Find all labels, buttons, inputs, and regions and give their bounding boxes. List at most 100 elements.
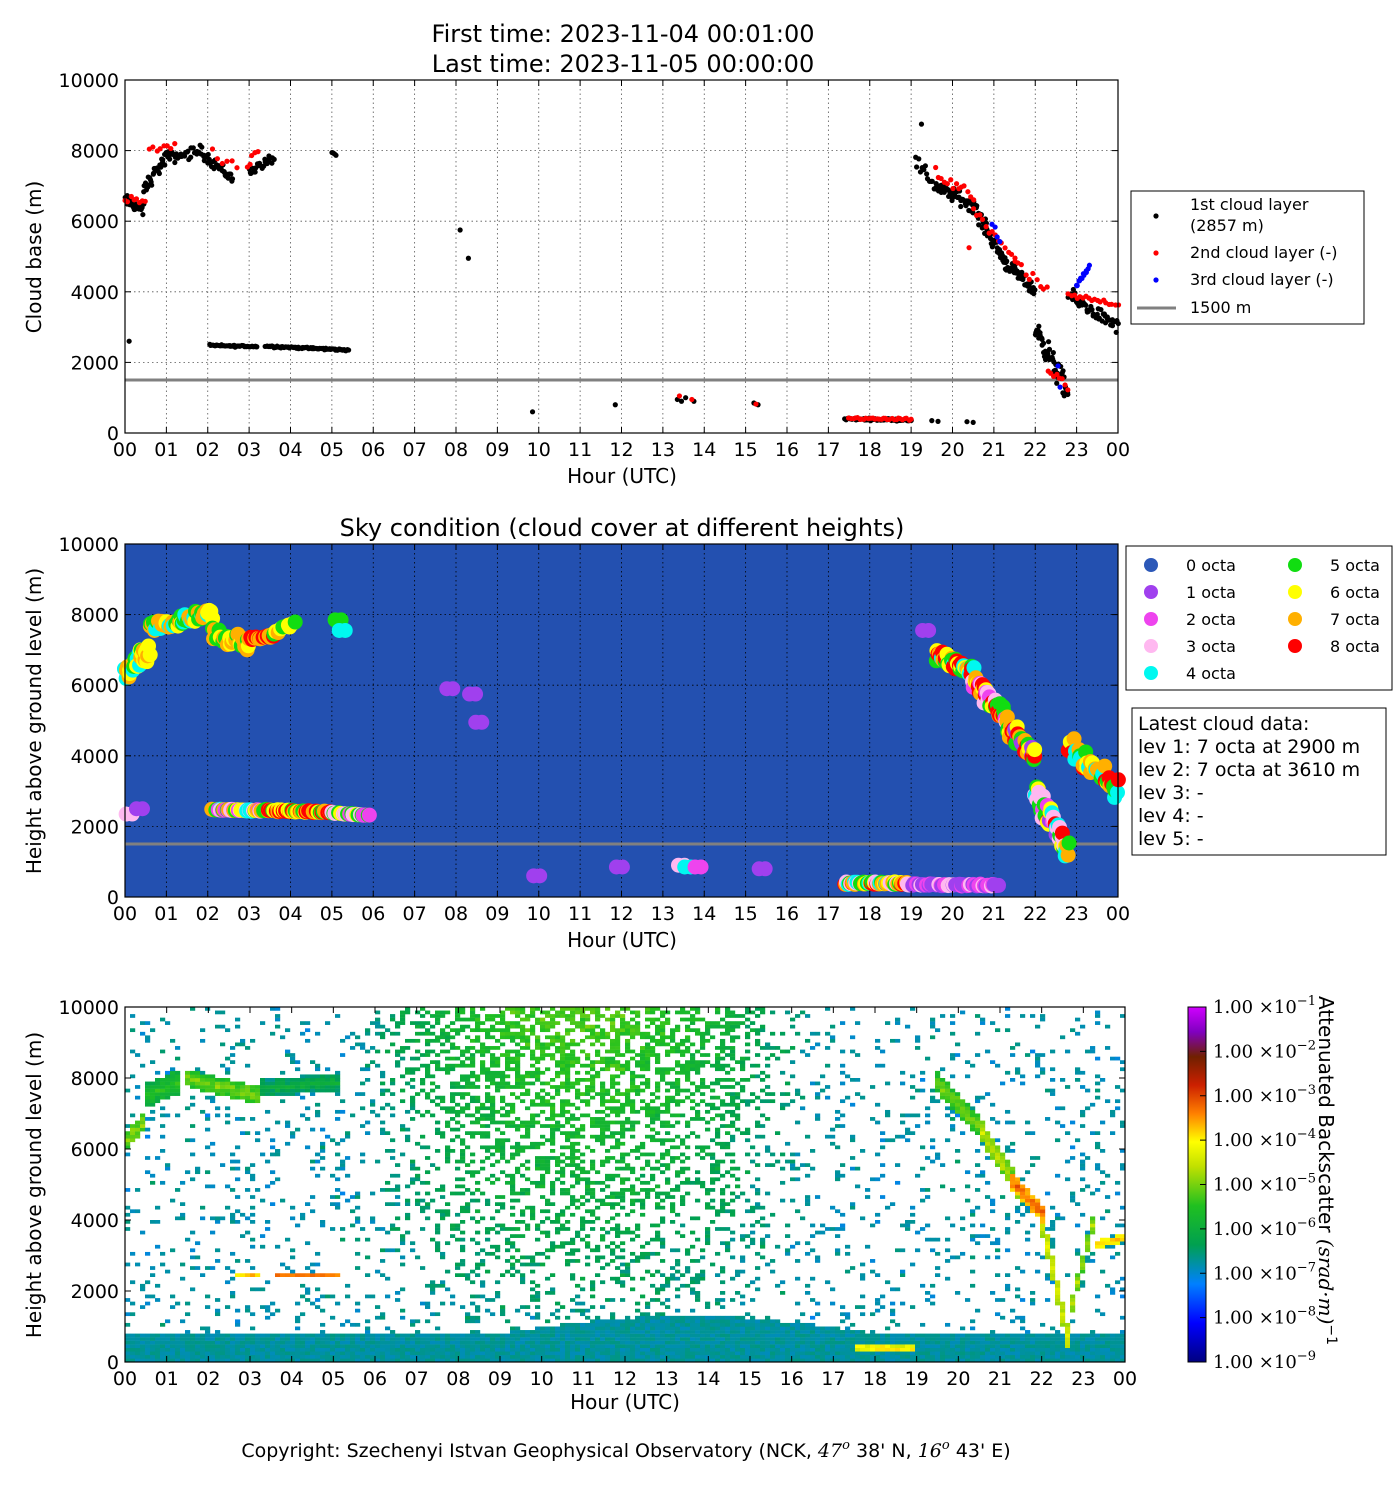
backscatter-cell	[555, 1074, 561, 1079]
backscatter-cell	[635, 1337, 641, 1341]
backscatter-cell	[235, 1347, 241, 1352]
backscatter-cell	[230, 1212, 236, 1217]
backscatter-cell	[490, 1106, 496, 1111]
backscatter-cell	[200, 1333, 206, 1338]
backscatter-cell	[535, 1337, 541, 1341]
backscatter-cell	[365, 1078, 371, 1082]
octa-legend-label: 5 octa	[1330, 556, 1380, 575]
backscatter-cell	[450, 1028, 456, 1033]
backscatter-cell	[500, 1205, 506, 1210]
backscatter-cell	[580, 1007, 586, 1011]
x-tick-label: 21	[982, 439, 1006, 461]
backscatter-cell	[565, 1067, 571, 1072]
backscatter-cell	[630, 1237, 636, 1242]
backscatter-cell	[305, 1333, 311, 1338]
backscatter-cell	[205, 1184, 211, 1189]
backscatter-cell	[265, 1184, 271, 1189]
backscatter-cell	[515, 1152, 521, 1157]
backscatter-cell	[620, 1198, 626, 1203]
backscatter-cell	[380, 1127, 386, 1132]
first-layer-point	[172, 159, 178, 166]
backscatter-cell	[545, 1291, 551, 1295]
backscatter-cell	[395, 1202, 401, 1206]
backscatter-cell	[425, 1031, 431, 1036]
backscatter-cell	[305, 1354, 311, 1359]
backscatter-cell	[220, 1216, 226, 1221]
backscatter-cell	[330, 1085, 336, 1089]
backscatter-cell	[320, 1308, 326, 1313]
backscatter-cell	[310, 1354, 316, 1359]
backscatter-cell	[550, 1117, 556, 1121]
backscatter-cell	[270, 1340, 276, 1345]
backscatter-cell	[540, 1017, 546, 1022]
backscatter-cell	[500, 1028, 506, 1033]
backscatter-cell	[525, 1262, 531, 1267]
backscatter-cell	[460, 1028, 466, 1033]
latest-title: Latest cloud data:	[1138, 713, 1309, 735]
backscatter-cell	[475, 1351, 481, 1356]
backscatter-cell	[410, 1340, 416, 1345]
backscatter-cell	[580, 1223, 586, 1228]
backscatter-cell	[635, 1223, 641, 1228]
backscatter-cell	[645, 1255, 651, 1260]
backscatter-cell	[515, 1124, 521, 1128]
backscatter-cell	[195, 1255, 201, 1260]
backscatter-cell	[150, 1081, 156, 1086]
backscatter-cell	[615, 1234, 621, 1238]
backscatter-cell	[610, 1202, 616, 1206]
octa-legend-marker	[1144, 558, 1158, 572]
backscatter-cell	[610, 1259, 616, 1263]
backscatter-cell	[245, 1358, 251, 1363]
backscatter-cell	[630, 1124, 636, 1128]
backscatter-cell	[495, 1291, 501, 1295]
sky-condition-x-label: Hour (UTC)	[567, 928, 677, 952]
backscatter-cell	[205, 1351, 211, 1356]
backscatter-cell	[140, 1063, 146, 1068]
backscatter-cell	[150, 1351, 156, 1356]
backscatter-cell	[620, 1102, 626, 1107]
backscatter-cell	[465, 1205, 471, 1210]
x-tick-label: 15	[734, 439, 758, 461]
backscatter-cell	[635, 1227, 641, 1231]
backscatter-cell	[535, 1042, 541, 1047]
backscatter-cell	[480, 1347, 486, 1352]
backscatter-cell	[600, 1337, 606, 1341]
backscatter-cell	[440, 1255, 446, 1260]
backscatter-cell	[275, 1337, 281, 1341]
backscatter-cell	[570, 1330, 576, 1334]
backscatter-cell	[170, 1078, 176, 1082]
backscatter-cell	[545, 1010, 551, 1015]
backscatter-cell	[380, 1351, 386, 1356]
backscatter-cell	[555, 1326, 561, 1331]
backscatter-cell	[360, 1333, 366, 1338]
backscatter-cell	[300, 1074, 306, 1079]
backscatter-cell	[565, 1163, 571, 1167]
backscatter-cell	[445, 1351, 451, 1356]
backscatter-cell	[475, 1262, 481, 1267]
backscatter-cell	[215, 1358, 221, 1363]
backscatter-cell	[185, 1237, 191, 1242]
cloud-base-x-ticks: 00 01 02 03 04 05 06 07 08 09 10 11 12 13 14 15 16 17 18 19…	[113, 80, 1130, 461]
backscatter-cell	[170, 1354, 176, 1359]
backscatter-cell	[480, 1113, 486, 1118]
backscatter-cell	[635, 1198, 641, 1203]
backscatter-cell	[385, 1248, 391, 1253]
backscatter-cell	[575, 1010, 581, 1015]
backscatter-cell	[170, 1088, 176, 1093]
backscatter-cell	[305, 1038, 311, 1043]
backscatter-cell	[540, 1134, 546, 1139]
second-layer-point	[977, 212, 983, 218]
backscatter-cell	[595, 1248, 601, 1253]
y-tick-label: 6000	[71, 211, 119, 233]
backscatter-cell	[525, 1337, 531, 1341]
backscatter-cell	[225, 1340, 231, 1345]
backscatter-cell	[135, 1337, 141, 1341]
backscatter-cell	[470, 1053, 476, 1057]
backscatter-cell	[160, 1106, 166, 1111]
backscatter-cell	[425, 1092, 431, 1096]
backscatter-cell	[510, 1330, 516, 1334]
backscatter-cell	[475, 1198, 481, 1203]
backscatter-cell	[500, 1344, 506, 1348]
backscatter-cell	[530, 1298, 536, 1302]
backscatter-cell	[565, 1351, 571, 1356]
